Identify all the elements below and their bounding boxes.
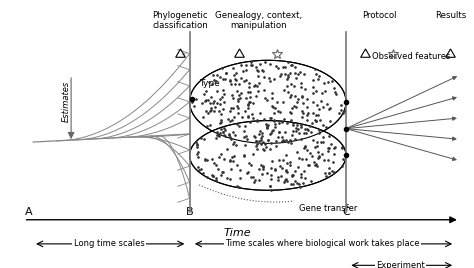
Text: Phylogenetic
classification: Phylogenetic classification xyxy=(152,11,208,30)
PathPatch shape xyxy=(190,60,346,143)
PathPatch shape xyxy=(190,121,346,190)
Text: C: C xyxy=(342,207,350,217)
Text: Time: Time xyxy=(223,228,251,238)
Text: Observed features: Observed features xyxy=(372,52,450,61)
Text: Estimates: Estimates xyxy=(62,81,71,122)
Text: Protocol: Protocol xyxy=(362,11,396,20)
Text: Results: Results xyxy=(435,11,466,20)
Text: A: A xyxy=(25,207,32,217)
Text: Time scales where biological work takes place: Time scales where biological work takes … xyxy=(225,239,419,248)
Text: Genealogy, context,
manipulation: Genealogy, context, manipulation xyxy=(215,11,302,30)
Text: B: B xyxy=(186,207,193,217)
Text: Type: Type xyxy=(199,79,220,88)
Text: Gene transfer: Gene transfer xyxy=(299,204,357,213)
Text: Experiment: Experiment xyxy=(376,261,425,268)
Text: Long time scales: Long time scales xyxy=(73,239,145,248)
